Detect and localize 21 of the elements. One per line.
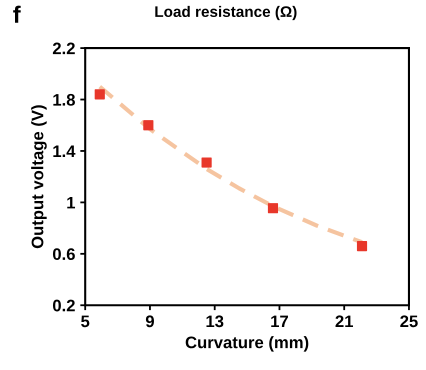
x-tick-label: 17 (271, 316, 288, 328)
point (94, 89, 105, 100)
y-tick-label: 0.6 (52, 248, 75, 260)
x-axis-title: Curvature (mm) (186, 336, 308, 352)
y-tick-label: 0.2 (52, 300, 75, 312)
x-tick-label: 5 (81, 316, 90, 328)
y-axis-title: Output voltage (V) (31, 105, 47, 248)
x-tick-label: 21 (336, 315, 354, 328)
x-tick-label: 25 (400, 315, 418, 328)
y-tick-label: 1.8 (53, 94, 75, 106)
text: f (13, 6, 21, 23)
y-tick-label: 1.4 (53, 146, 76, 157)
point (268, 203, 278, 214)
y-tick-label: 2.2 (52, 42, 75, 54)
chart-title: Load resistance (Ω) (155, 6, 297, 20)
point (143, 120, 154, 130)
x-tick-label: 13 (206, 315, 224, 328)
point (202, 157, 212, 168)
y-tick-label: 1 (67, 196, 76, 208)
point (356, 241, 368, 252)
x-tick-label: 9 (146, 315, 154, 328)
